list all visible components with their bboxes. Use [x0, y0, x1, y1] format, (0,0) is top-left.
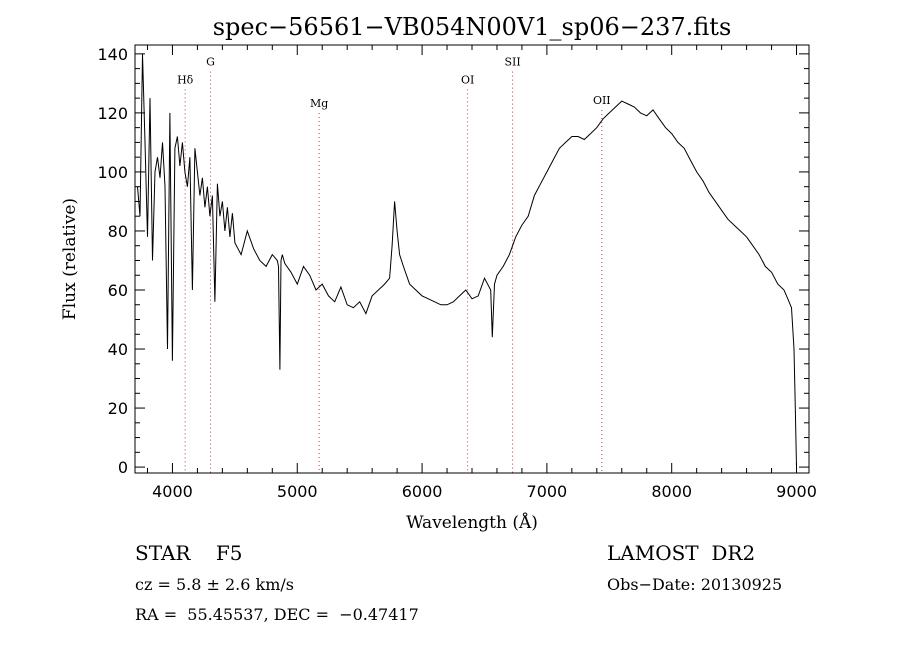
- redshift-velocity: cz = 5.8 ± 2.6 km/s: [135, 575, 294, 594]
- coordinates: RA = 55.45537, DEC = −0.47417: [135, 605, 419, 624]
- x-tick-label: 6000: [402, 482, 443, 501]
- x-axis: 4000 5000 6000 7000 8000 9000: [146, 45, 817, 501]
- y-tick-label: 120: [97, 104, 128, 123]
- spectral-line-label: OI: [461, 73, 474, 86]
- spectral-line-label: SII: [504, 56, 520, 69]
- y-axis-label: Flux (relative): [60, 198, 80, 320]
- x-axis-label: Wavelength (Å): [406, 512, 538, 533]
- y-tick-label: 40: [108, 340, 128, 359]
- observation-date: Obs−Date: 20130925: [607, 575, 783, 594]
- spectrum-line: [137, 53, 797, 468]
- x-tick-label: 5000: [277, 482, 318, 501]
- object-class: STAR F5: [135, 541, 243, 565]
- x-tick-label: 7000: [527, 482, 568, 501]
- y-tick-label: 100: [97, 163, 128, 182]
- x-tick-label: 9000: [776, 482, 817, 501]
- spectral-line-markers: Hδ G Mg OI SII OII: [177, 56, 611, 473]
- y-tick-label: 0: [118, 458, 128, 477]
- y-tick-label: 140: [97, 45, 128, 64]
- y-tick-label: 20: [108, 399, 128, 418]
- survey-name: LAMOST DR2: [607, 541, 756, 565]
- spectral-line-label: Hδ: [177, 73, 194, 86]
- spectral-line-label: Mg: [310, 97, 328, 110]
- spectral-line-label: OII: [593, 94, 611, 107]
- y-tick-label: 60: [108, 281, 128, 300]
- chart-title: spec−56561−VB054N00V1_sp06−237.fits: [213, 13, 732, 41]
- x-tick-label: 8000: [651, 482, 692, 501]
- x-tick-label: 4000: [152, 482, 193, 501]
- spectral-line-label: G: [206, 56, 215, 69]
- plot-frame: [134, 44, 810, 474]
- y-axis: 0 20 40 60 80 100 120 140: [97, 45, 809, 477]
- y-tick-label: 80: [108, 222, 128, 241]
